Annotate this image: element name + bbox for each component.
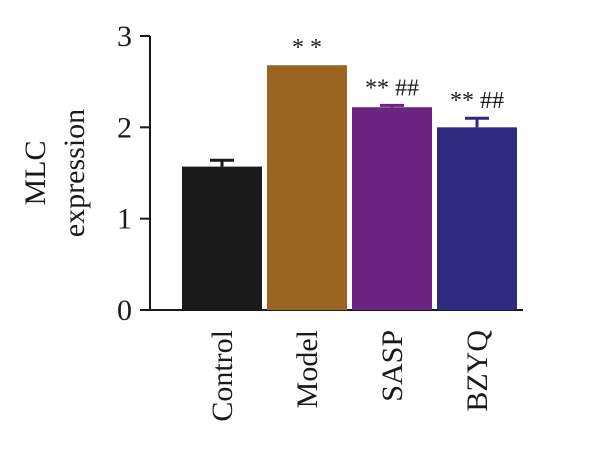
error-bars xyxy=(210,103,489,167)
x-tick-label: SASP xyxy=(376,330,409,402)
x-tick-labels: Control Model SASP BZYQ xyxy=(206,330,494,422)
significance-marker: ** ## xyxy=(450,88,504,114)
y-tick-label: 3 xyxy=(117,20,132,53)
y-tick-label: 2 xyxy=(117,111,132,144)
y-axis-title-line: MLC xyxy=(19,140,52,205)
bar-control xyxy=(182,166,262,310)
bar-model xyxy=(267,65,347,310)
y-tick-label: 1 xyxy=(117,203,132,236)
significance-marker: * * xyxy=(292,35,322,61)
y-axis-title-line: expression xyxy=(58,109,91,237)
x-tick-label: Model xyxy=(291,330,324,408)
x-tick-label: BZYQ xyxy=(461,330,494,412)
y-axis-title: MLC expression xyxy=(19,109,91,237)
x-tick-label: Control xyxy=(206,330,239,422)
bar-sasp xyxy=(352,107,432,311)
y-tick-label: 0 xyxy=(117,294,132,327)
bars xyxy=(182,65,517,311)
significance-annotations: * * ** ## ** ## xyxy=(292,35,504,114)
significance-marker: ** ## xyxy=(365,75,419,101)
bar-bzyq xyxy=(437,127,517,310)
